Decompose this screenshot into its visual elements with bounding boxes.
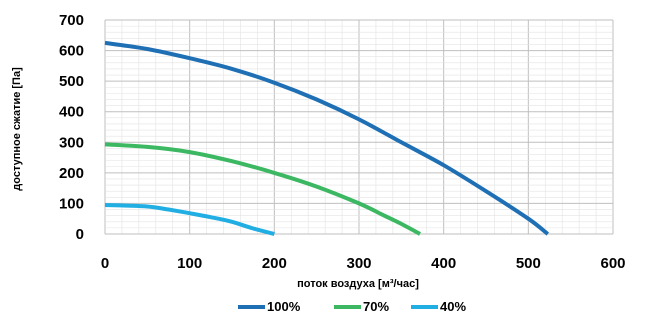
chart-series [104, 40, 550, 236]
y-tick-label: 100 [59, 195, 84, 212]
y-axis-ticks: 0 100 200 300 400 500 600 700 [59, 12, 84, 243]
x-tick-label: 600 [600, 255, 625, 272]
x-tick-label: 300 [346, 255, 371, 272]
x-tick-label: 200 [262, 255, 287, 272]
legend-label: 100% [267, 299, 301, 314]
y-tick-label: 700 [59, 12, 84, 29]
x-tick-label: 100 [177, 255, 202, 272]
x-axis-label: поток воздуха [м³/час] [297, 278, 419, 290]
y-tick-label: 500 [59, 73, 84, 90]
y-tick-label: 400 [59, 104, 84, 121]
y-tick-label: 300 [59, 134, 84, 151]
series-line-100pct [104, 40, 550, 236]
y-tick-label: 600 [59, 43, 84, 60]
x-tick-label: 400 [431, 255, 456, 272]
x-axis-ticks: 0 100 200 300 400 500 600 [101, 255, 626, 272]
series-line-70pct [104, 142, 421, 236]
series-line-40pct [104, 203, 275, 236]
x-tick-label: 500 [516, 255, 541, 272]
chart-legend: 100% 70% 40% [238, 299, 466, 314]
x-tick-label: 0 [101, 255, 109, 272]
y-tick-label: 0 [76, 226, 84, 243]
legend-label: 70% [363, 299, 389, 314]
y-axis-label: доступное сжатие [Па] [11, 67, 23, 191]
y-tick-label: 200 [59, 165, 84, 182]
legend-label: 40% [440, 299, 466, 314]
